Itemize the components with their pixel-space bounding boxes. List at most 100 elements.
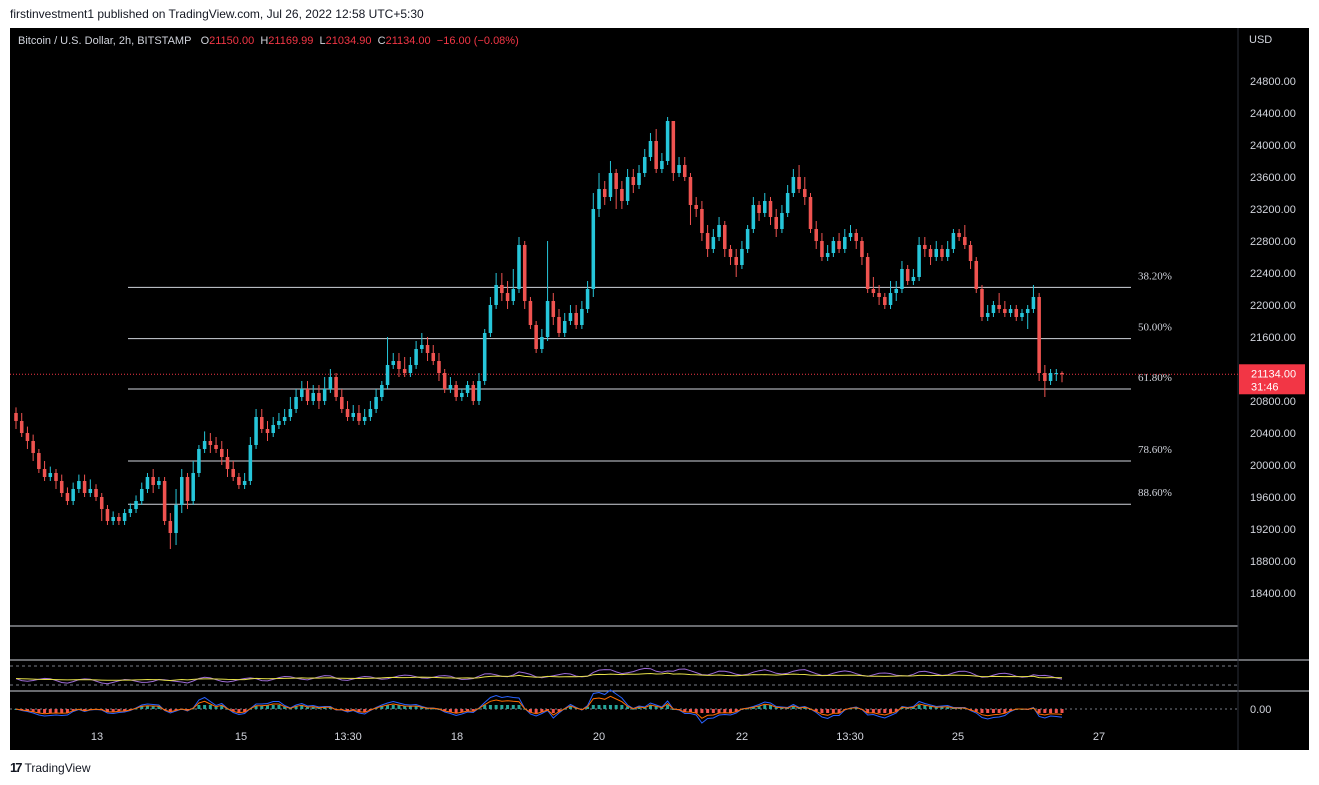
tradingview-logo[interactable]: 17 TradingView <box>10 760 91 775</box>
low-value: 21034.90 <box>325 35 372 47</box>
candle-body <box>980 289 984 317</box>
macd-histogram-bar <box>614 705 618 709</box>
macd-histogram-bar <box>991 709 995 713</box>
candle-body <box>191 473 195 501</box>
candle-body <box>511 289 516 301</box>
candle-body <box>860 241 864 257</box>
candle-body <box>580 309 584 325</box>
macd-histogram-bar <box>174 709 178 711</box>
candle-body <box>923 245 927 249</box>
candle-body <box>271 425 275 433</box>
candle-body <box>1043 373 1047 381</box>
macd-histogram-bar <box>294 706 298 709</box>
candle-body <box>991 305 996 313</box>
candle-body <box>162 481 167 521</box>
macd-histogram-bar <box>837 709 841 713</box>
macd-histogram-bar <box>306 707 310 709</box>
macd-histogram-bar <box>917 705 921 709</box>
y-tick-label: 19600.00 <box>1250 492 1296 504</box>
macd-histogram-bar <box>751 707 755 709</box>
macd-histogram-bar <box>700 709 704 713</box>
symbol-name[interactable]: Bitcoin / U.S. Dollar, 2h, BITSTAMP <box>18 35 192 47</box>
candle-body <box>745 229 750 249</box>
macd-histogram-bar <box>426 708 430 710</box>
y-tick-label: 20000.00 <box>1250 460 1296 472</box>
fib-level-label: 88.60% <box>1138 487 1172 499</box>
y-tick-label: 18800.00 <box>1250 556 1296 568</box>
candle-body <box>254 417 258 445</box>
candle-body <box>963 237 967 245</box>
x-tick-label: 18 <box>451 731 463 743</box>
macd-histogram-bar <box>363 709 367 713</box>
candle-body <box>574 313 578 325</box>
candle-body <box>174 505 178 533</box>
candle-body <box>397 361 401 369</box>
candle-body <box>848 233 853 237</box>
macd-histogram-bar <box>803 707 807 709</box>
macd-histogram-bar <box>534 709 538 713</box>
macd-histogram-bar <box>883 709 887 713</box>
candle-body <box>534 325 538 349</box>
macd-histogram-bar <box>540 709 544 712</box>
macd-histogram-bar <box>466 709 470 711</box>
macd-histogram-bar <box>231 709 235 712</box>
macd-histogram-bar <box>608 705 612 709</box>
fib-level-label: 50.00% <box>1138 322 1172 334</box>
candle-body <box>42 469 47 477</box>
macd-histogram-bar <box>65 709 69 713</box>
macd-histogram-bar <box>923 705 927 709</box>
candle-body <box>1008 309 1013 313</box>
x-tick-label: 13 <box>91 731 103 743</box>
symbol-header: Bitcoin / U.S. Dollar, 2h, BITSTAMP O211… <box>18 35 519 47</box>
price-chart[interactable]: 24800.00 24400.00 24000.00 23600.00 23200.00… <box>10 28 1309 750</box>
macd-histogram-bar <box>1037 709 1041 713</box>
macd-histogram-bar <box>706 709 710 713</box>
macd-histogram-bar <box>694 709 698 713</box>
macd-histogram-bar <box>746 708 750 710</box>
y-tick-label: 23600.00 <box>1250 172 1296 184</box>
candle-body <box>322 389 327 401</box>
candle-body <box>277 421 281 425</box>
candle-body <box>208 441 213 445</box>
candle-body <box>99 497 104 509</box>
y-tick-label: 24400.00 <box>1250 108 1296 120</box>
candle-body <box>660 161 664 169</box>
macd-histogram-bar <box>877 709 881 713</box>
macd-zero-label: 0.00 <box>1250 704 1271 716</box>
open-label: O <box>200 35 210 47</box>
candle-body <box>768 201 773 217</box>
candle-body <box>1037 297 1041 373</box>
candle-body <box>214 445 218 449</box>
macd-histogram-bar <box>940 707 944 709</box>
low-label: L <box>319 35 326 47</box>
macd-histogram-bar <box>283 706 287 709</box>
macd-histogram-bar <box>357 709 361 712</box>
macd-histogram-bar <box>586 706 590 709</box>
change-value: −16.00 (−0.08%) <box>436 35 519 47</box>
candle-body <box>77 481 81 489</box>
candle-body <box>425 345 430 353</box>
macd-histogram-bar <box>271 705 275 709</box>
macd-histogram-bar <box>528 709 532 713</box>
macd-histogram-bar <box>71 709 75 711</box>
candle-body <box>505 293 510 301</box>
candle-body <box>791 177 796 193</box>
macd-histogram-bar <box>43 709 47 713</box>
candle-body <box>294 397 298 409</box>
candle-body <box>763 201 767 213</box>
candle-body <box>311 393 315 401</box>
candle-body <box>797 177 801 189</box>
candle-body <box>1020 313 1024 317</box>
macd-histogram-bar <box>1003 709 1007 713</box>
macd-histogram-bar <box>946 706 950 709</box>
macd-histogram-bar <box>265 705 269 709</box>
candle-body <box>431 353 436 361</box>
macd-histogram-bar <box>391 705 395 709</box>
candle-body <box>420 345 424 349</box>
candle-body <box>300 389 304 397</box>
candle-body <box>482 333 487 381</box>
candle-body <box>905 269 910 281</box>
candle-body <box>260 417 264 429</box>
candle-body <box>591 209 596 289</box>
chart-frame[interactable]: 24800.00 24400.00 24000.00 23600.00 23200.00… <box>10 28 1309 750</box>
